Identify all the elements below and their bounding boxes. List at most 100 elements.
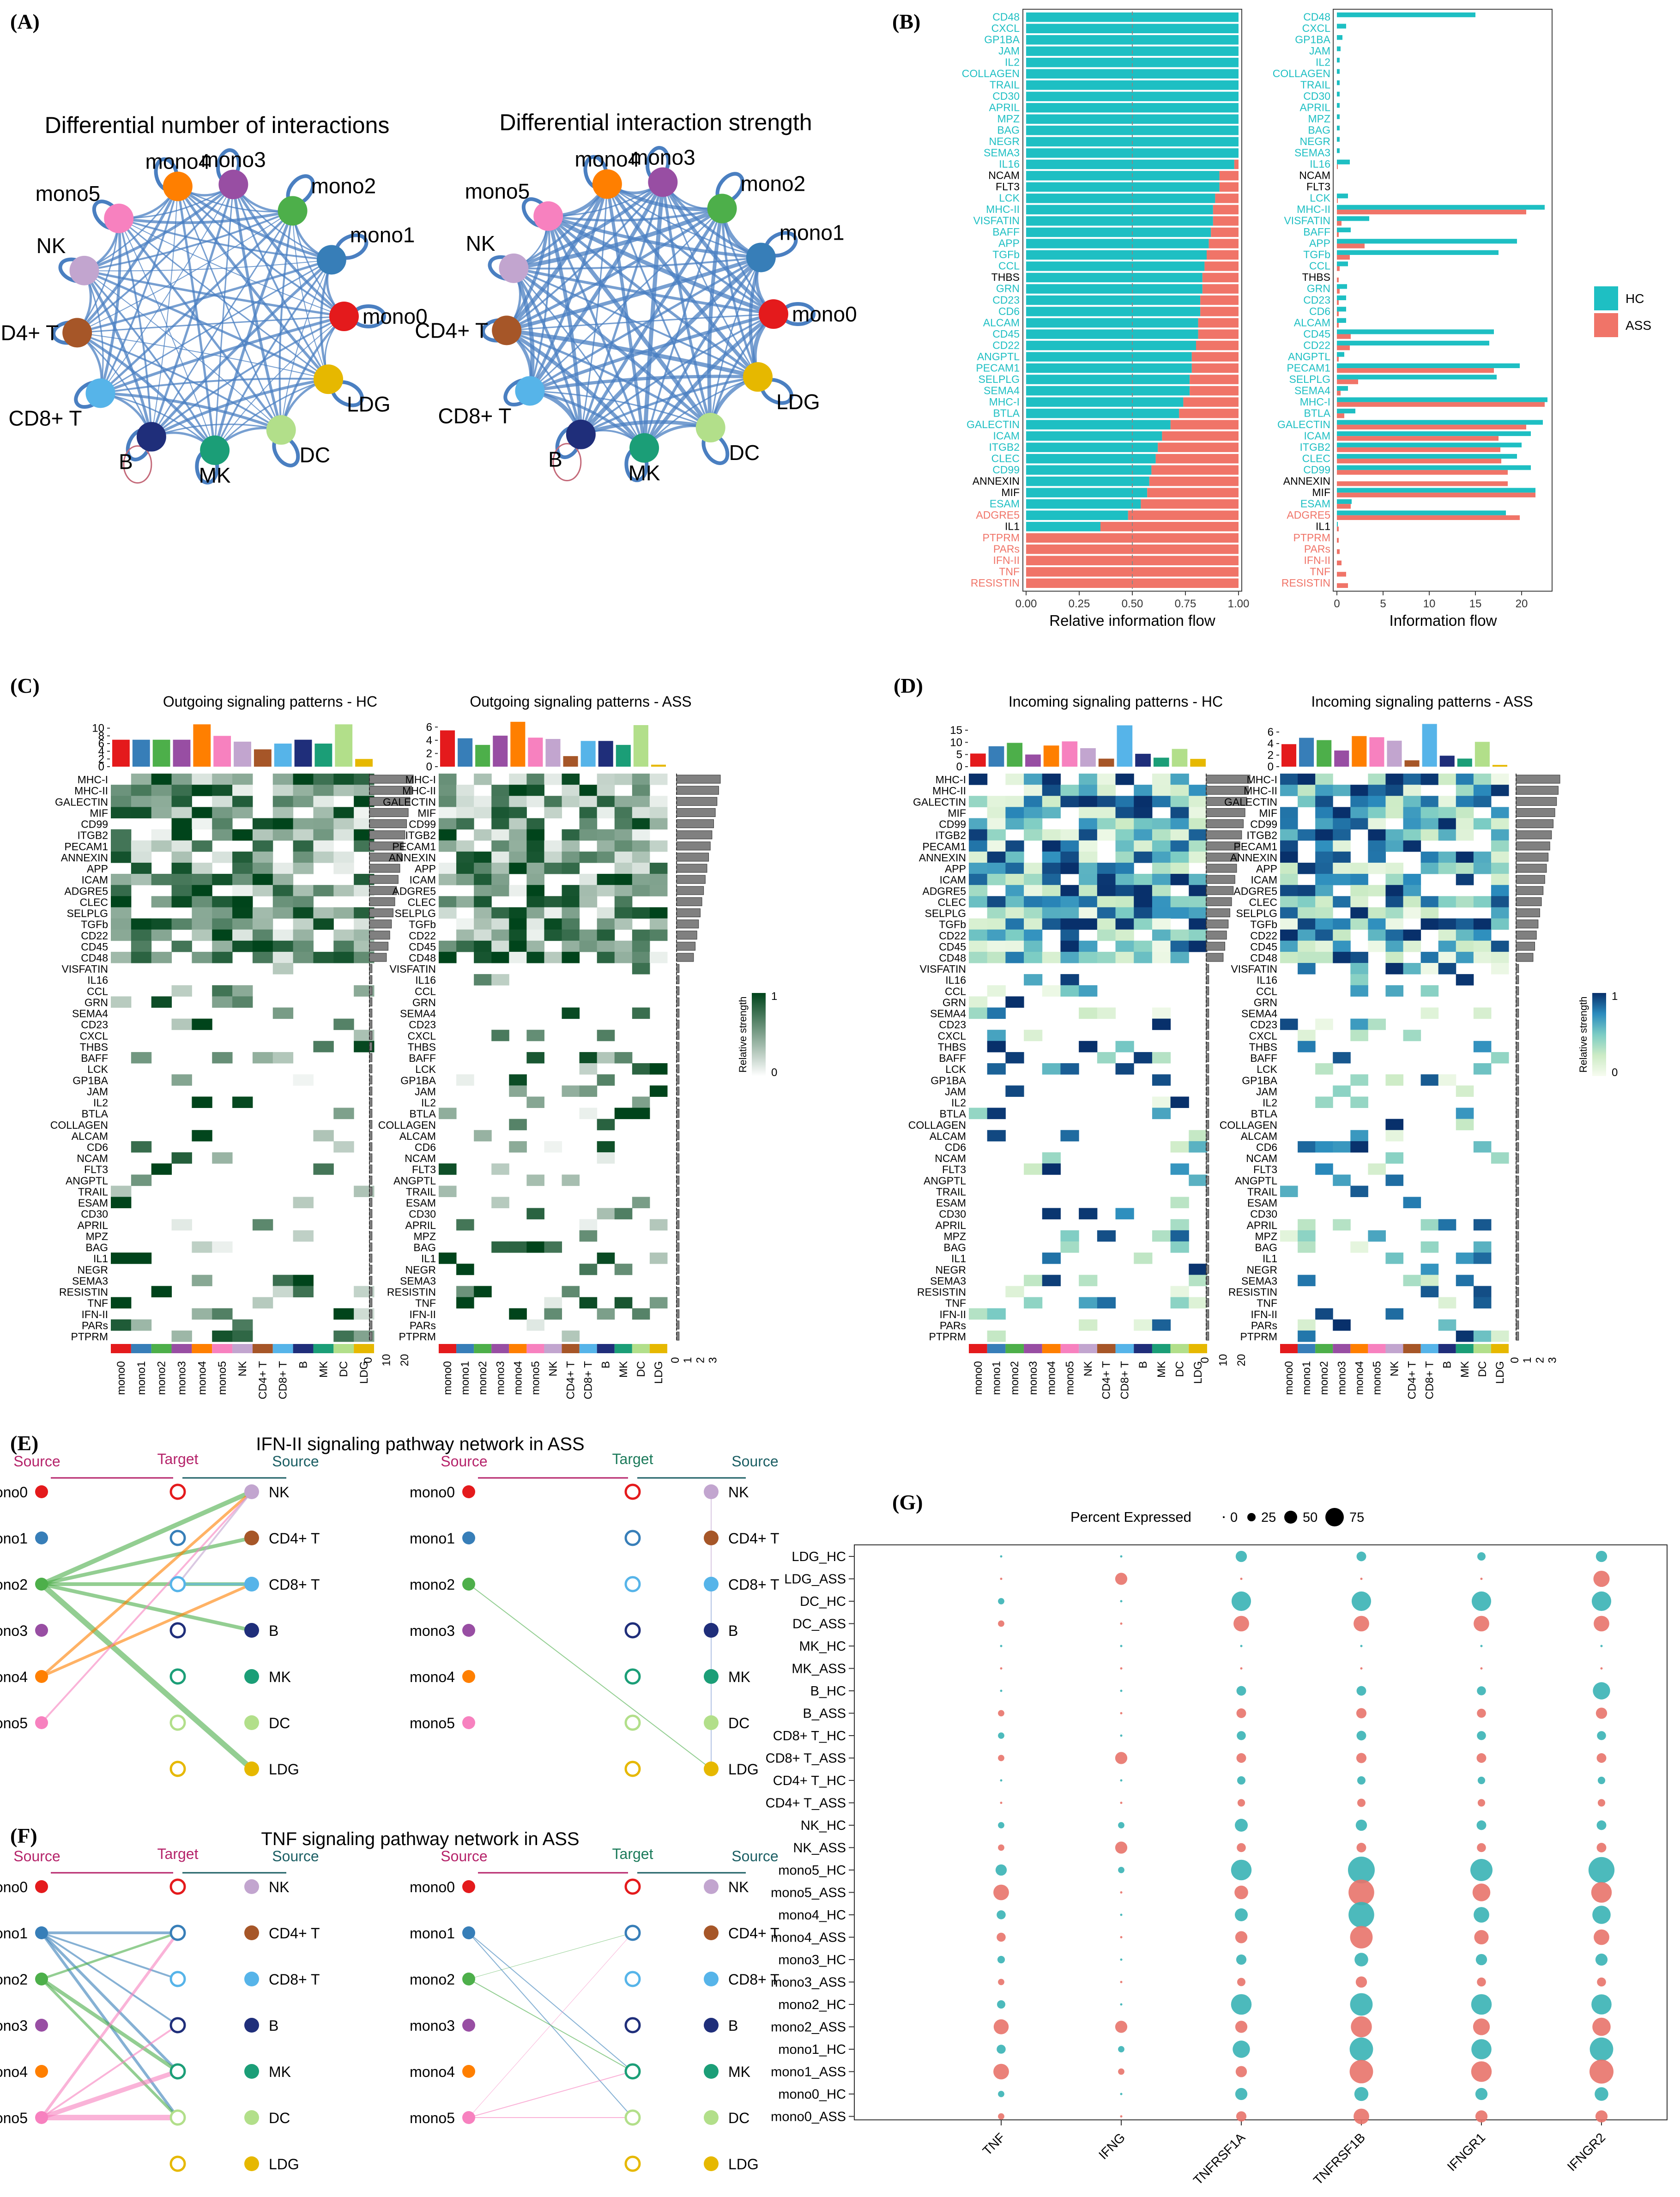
cd-cell-2 xyxy=(1170,874,1189,885)
cd-right-bar-2 xyxy=(1206,897,1232,906)
cd-cell-3 xyxy=(1280,829,1298,841)
cd-cell-3 xyxy=(1368,1018,1386,1030)
cd-cell-3 xyxy=(1385,807,1404,818)
cd-cell-1 xyxy=(649,885,668,896)
cd-cell-3 xyxy=(1333,862,1351,874)
cd-cell-2 xyxy=(1152,918,1171,930)
b-abs-ass-bar xyxy=(1337,504,1351,509)
cd-cell-3 xyxy=(1350,974,1368,986)
cd-cell-2 xyxy=(1060,907,1079,919)
cd-cell-3 xyxy=(1403,796,1421,807)
cd-cell-0 xyxy=(151,796,172,807)
cd-cell-2 xyxy=(969,896,988,908)
cd-top-tick-0: 10 xyxy=(92,722,104,735)
cd-cell-1 xyxy=(614,874,633,885)
cd-cell-1 xyxy=(526,1208,544,1220)
edge-1-56 xyxy=(547,215,759,378)
g-legend-tick: 50 xyxy=(1303,1510,1317,1525)
cd-cell-2 xyxy=(1079,896,1098,908)
ef-target-node xyxy=(624,1483,641,1500)
cd-cell-3 xyxy=(1385,829,1404,841)
ef-right-node xyxy=(244,1531,259,1545)
cd-right-bar-1 xyxy=(676,864,707,873)
cd-cell-2 xyxy=(1170,951,1189,963)
cd-cell-2 xyxy=(1005,940,1024,952)
b-rel-hc-bar xyxy=(1026,499,1141,509)
cd-cell-3 xyxy=(1350,818,1368,830)
cd-cell-3 xyxy=(1368,785,1386,796)
cd-cell-2 xyxy=(1024,862,1043,874)
cd-row-label-3: TGFb xyxy=(1250,919,1277,931)
cd-right-bar-1 xyxy=(676,1253,680,1263)
node-label-cd4t: CD4+ T xyxy=(415,318,488,342)
cd-cell-0 xyxy=(293,951,314,963)
cd-cell-3 xyxy=(1491,840,1509,852)
cd-col-label-2: DC xyxy=(1173,1361,1186,1377)
cd-cell-3 xyxy=(1385,785,1404,796)
cd-cell-2 xyxy=(1079,818,1098,830)
ef-source-label: mono5 xyxy=(0,1715,28,1731)
cd-cell-2 xyxy=(1115,818,1134,830)
cd-row-label-1: CD30 xyxy=(409,1208,436,1220)
cd-row-label-1: JAM xyxy=(415,1085,436,1097)
cd-row-label-2: JAM xyxy=(945,1085,966,1097)
cd-row-label-3: ALCAM xyxy=(1241,1130,1277,1142)
ef-edge xyxy=(40,1582,254,1771)
cd-cell-3 xyxy=(1315,774,1333,785)
g-legend-dot xyxy=(1247,1513,1256,1521)
cd-cell-2 xyxy=(1189,918,1208,930)
cd-row-label-0: TGFb xyxy=(81,919,108,931)
cd-cell-0 xyxy=(171,1018,192,1030)
g-row-label: CD4+ T_HC xyxy=(773,1773,846,1788)
cd-cell-1 xyxy=(491,785,509,796)
cd-cell-1 xyxy=(491,951,509,963)
cd-right-tick-0: 0 xyxy=(362,1357,375,1363)
cd-cell-0 xyxy=(232,918,253,930)
cd-row-label-3: TNF xyxy=(1257,1297,1277,1309)
cd-cell-3 xyxy=(1491,785,1509,796)
b-rel-ass-bar xyxy=(1191,352,1239,362)
g-row-label: MK_ASS xyxy=(792,1662,846,1676)
node-label-mk: MK xyxy=(628,461,660,485)
edge-0-39 xyxy=(214,184,234,450)
cd-cell-3 xyxy=(1403,840,1421,852)
cd-cell-2 xyxy=(1024,1163,1043,1175)
cd-cell-0 xyxy=(212,1052,233,1064)
cd-top-bar-0 xyxy=(294,739,312,767)
cd-cell-1 xyxy=(649,907,668,919)
cd-row-label-1: GRN xyxy=(412,996,436,1008)
edge-0-26 xyxy=(84,210,293,272)
node-mono5 xyxy=(104,203,134,233)
b-rel-label: CD23 xyxy=(992,294,1020,306)
cd-cell-3 xyxy=(1298,1275,1316,1286)
b-abs-hc-bar xyxy=(1337,103,1340,108)
cd-top-bar-1 xyxy=(563,756,578,767)
cd-cell-3 xyxy=(1298,1219,1316,1231)
g-dot xyxy=(1000,1779,1003,1782)
cd-cell-2 xyxy=(987,796,1006,807)
cd-cell-1 xyxy=(439,774,457,785)
b-rel-hc-bar xyxy=(1026,216,1213,226)
g-dot xyxy=(998,2091,1004,2097)
cd-cell-2 xyxy=(1042,951,1061,963)
cd-row-label-1: COLLAGEN xyxy=(378,1119,436,1131)
cd-cell-3 xyxy=(1491,807,1509,818)
cd-cell-3 xyxy=(1473,929,1492,941)
b-abs-ass-bar xyxy=(1337,583,1348,588)
g-dot xyxy=(1235,1908,1248,1921)
ef-edge xyxy=(40,1931,179,2073)
cd-col-label-2: B xyxy=(1137,1361,1149,1368)
edge-1-46 xyxy=(580,184,608,435)
cd-cell-1 xyxy=(649,929,668,941)
cd-cell-3 xyxy=(1456,1108,1474,1120)
cd-cell-0 xyxy=(151,918,172,930)
cd-cell-0 xyxy=(272,1052,294,1064)
cd-cell-1 xyxy=(491,929,509,941)
cd-cell-1 xyxy=(632,774,650,785)
cd-right-tick-3: 2 xyxy=(1534,1357,1546,1363)
cd-cell-0 xyxy=(272,807,294,818)
cd-cell-1 xyxy=(474,829,492,841)
edge-1-54 xyxy=(547,215,646,448)
cd-cell-3 xyxy=(1315,1308,1333,1320)
cd-cell-3 xyxy=(1403,818,1421,830)
